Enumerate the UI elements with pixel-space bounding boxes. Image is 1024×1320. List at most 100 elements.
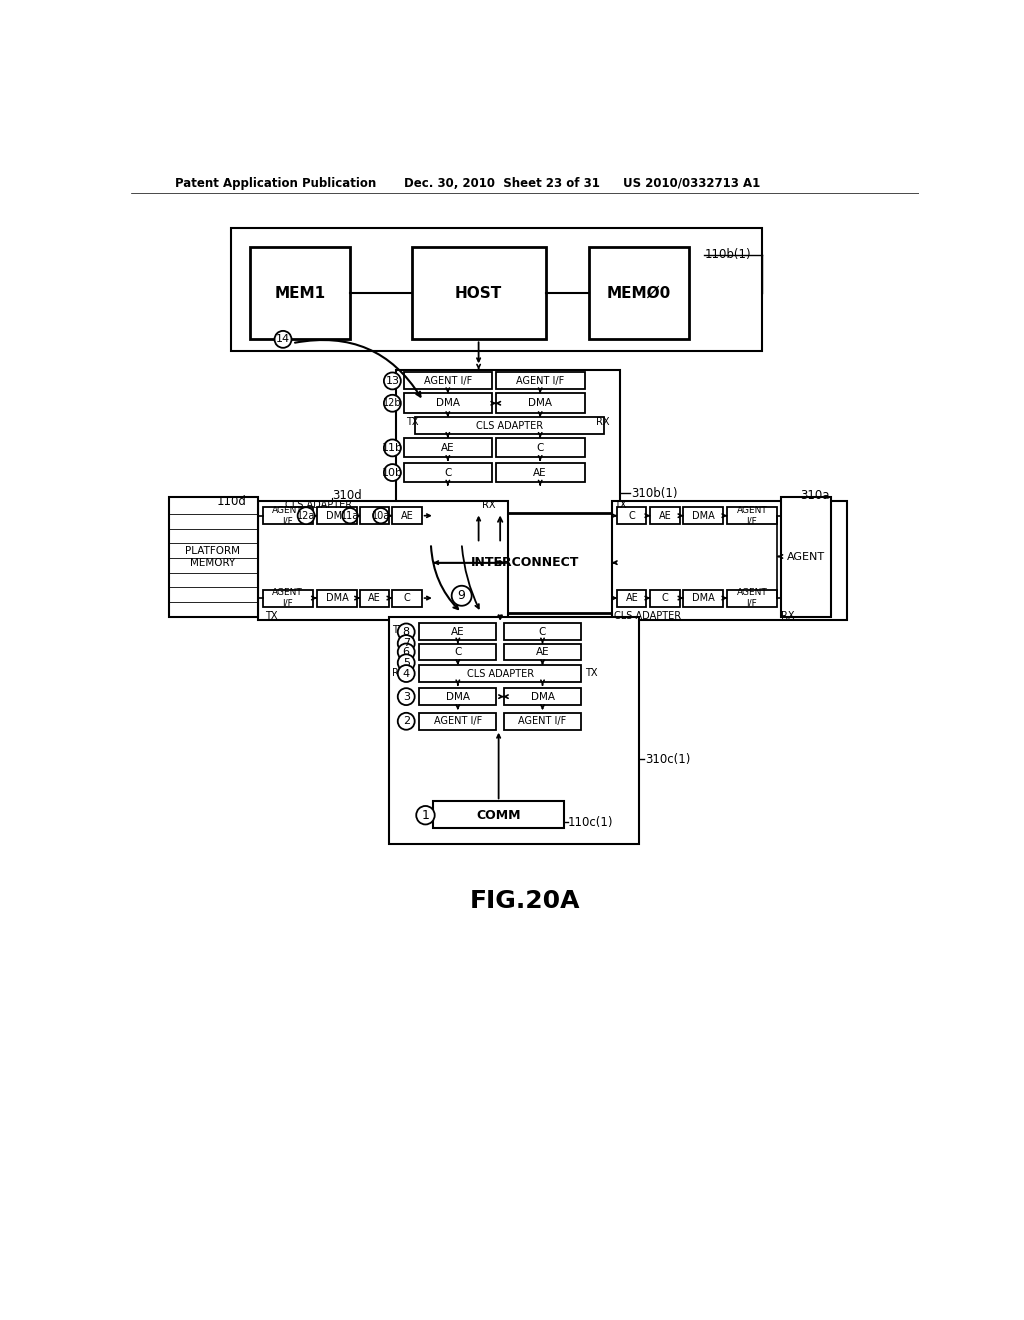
Text: MEMØ0: MEMØ0 [606,285,671,301]
Text: TX: TX [614,500,627,510]
Circle shape [384,372,400,389]
Text: AGENT
I/F: AGENT I/F [272,506,303,525]
Text: AE: AE [369,593,381,603]
Text: C: C [372,511,378,520]
Circle shape [397,655,415,671]
Bar [360,507,389,524]
Text: 10a: 10a [372,511,390,520]
Text: 11a: 11a [341,511,359,520]
Bar [497,438,585,457]
Text: C: C [444,467,452,478]
Text: PLATFORM
MEMORY: PLATFORM MEMORY [185,546,241,568]
Bar [258,502,508,620]
Text: C: C [403,593,411,603]
Bar [650,590,680,607]
Bar [419,644,497,660]
Text: AE: AE [534,467,547,478]
Bar [497,372,585,389]
Circle shape [342,508,357,524]
Text: AE: AE [536,647,549,657]
Text: CLS ADAPTER: CLS ADAPTER [467,668,534,678]
Bar [727,507,777,524]
Text: 12a: 12a [297,511,315,520]
Text: FIG.20A: FIG.20A [470,890,580,913]
Bar [392,507,422,524]
Circle shape [384,465,400,480]
Text: AGENT
I/F: AGENT I/F [736,506,767,525]
Bar [419,665,581,682]
Text: DMA: DMA [326,511,348,520]
Text: TX: TX [407,417,419,426]
Text: 110d: 110d [217,495,247,508]
Bar [263,507,313,524]
Text: RX: RX [392,668,406,677]
Text: C: C [537,444,544,453]
Bar [169,498,258,616]
Text: 9: 9 [458,589,466,602]
Text: 6: 6 [402,647,410,657]
Circle shape [397,644,415,660]
Bar [419,623,497,640]
Text: DMA: DMA [326,593,348,603]
Text: 8: 8 [402,627,410,638]
Bar [683,590,724,607]
Bar [504,623,581,640]
Text: 5: 5 [402,657,410,668]
Text: DMA: DMA [692,511,715,520]
Text: C: C [539,627,546,638]
Bar [435,512,615,612]
Circle shape [416,807,435,825]
Text: 12b: 12b [383,399,401,408]
Circle shape [384,440,400,457]
Text: 7: 7 [402,639,410,648]
Text: AE: AE [451,627,465,638]
Text: MEM1: MEM1 [274,285,326,301]
Text: DMA: DMA [528,399,552,408]
Text: TX: TX [392,624,404,635]
Text: RX: RX [482,500,496,510]
Circle shape [397,623,415,640]
Text: AGENT I/F: AGENT I/F [434,717,482,726]
Bar [727,590,777,607]
Circle shape [397,688,415,705]
Text: 310b(1): 310b(1) [631,487,678,500]
Text: AGENT: AGENT [786,552,825,562]
Circle shape [397,713,415,730]
Text: AE: AE [658,511,672,520]
Text: C: C [662,593,669,603]
Text: 310d: 310d [333,490,362,502]
Circle shape [298,507,314,524]
Text: CLS ADAPTER: CLS ADAPTER [614,611,681,620]
Text: C: C [629,511,635,520]
Text: 1: 1 [422,809,429,822]
Text: AGENT I/F: AGENT I/F [516,376,564,385]
Bar [497,393,585,412]
Text: AE: AE [400,511,414,520]
Text: AGENT I/F: AGENT I/F [518,717,566,726]
Bar [781,498,831,616]
Text: US 2010/0332713 A1: US 2010/0332713 A1 [624,177,761,190]
Text: 110c(1): 110c(1) [568,816,613,829]
Bar [589,247,689,339]
Text: 3: 3 [402,692,410,702]
Bar [433,801,564,829]
Circle shape [384,395,400,412]
Text: CLS ADAPTER: CLS ADAPTER [285,500,351,510]
Bar [617,590,646,607]
Text: Patent Application Publication: Patent Application Publication [175,177,377,190]
Text: RX: RX [781,611,795,620]
Text: C: C [454,647,462,657]
Text: 13: 13 [385,376,399,385]
Bar [403,393,493,412]
Text: DMA: DMA [445,692,470,702]
Text: 14: 14 [275,334,290,345]
Text: 10b: 10b [382,467,402,478]
Bar [617,507,646,524]
Bar [504,644,581,660]
Bar [403,372,493,389]
Circle shape [274,331,292,348]
Circle shape [397,665,415,682]
Circle shape [397,635,415,652]
Bar [388,616,639,843]
Text: INTERCONNECT: INTERCONNECT [471,556,579,569]
